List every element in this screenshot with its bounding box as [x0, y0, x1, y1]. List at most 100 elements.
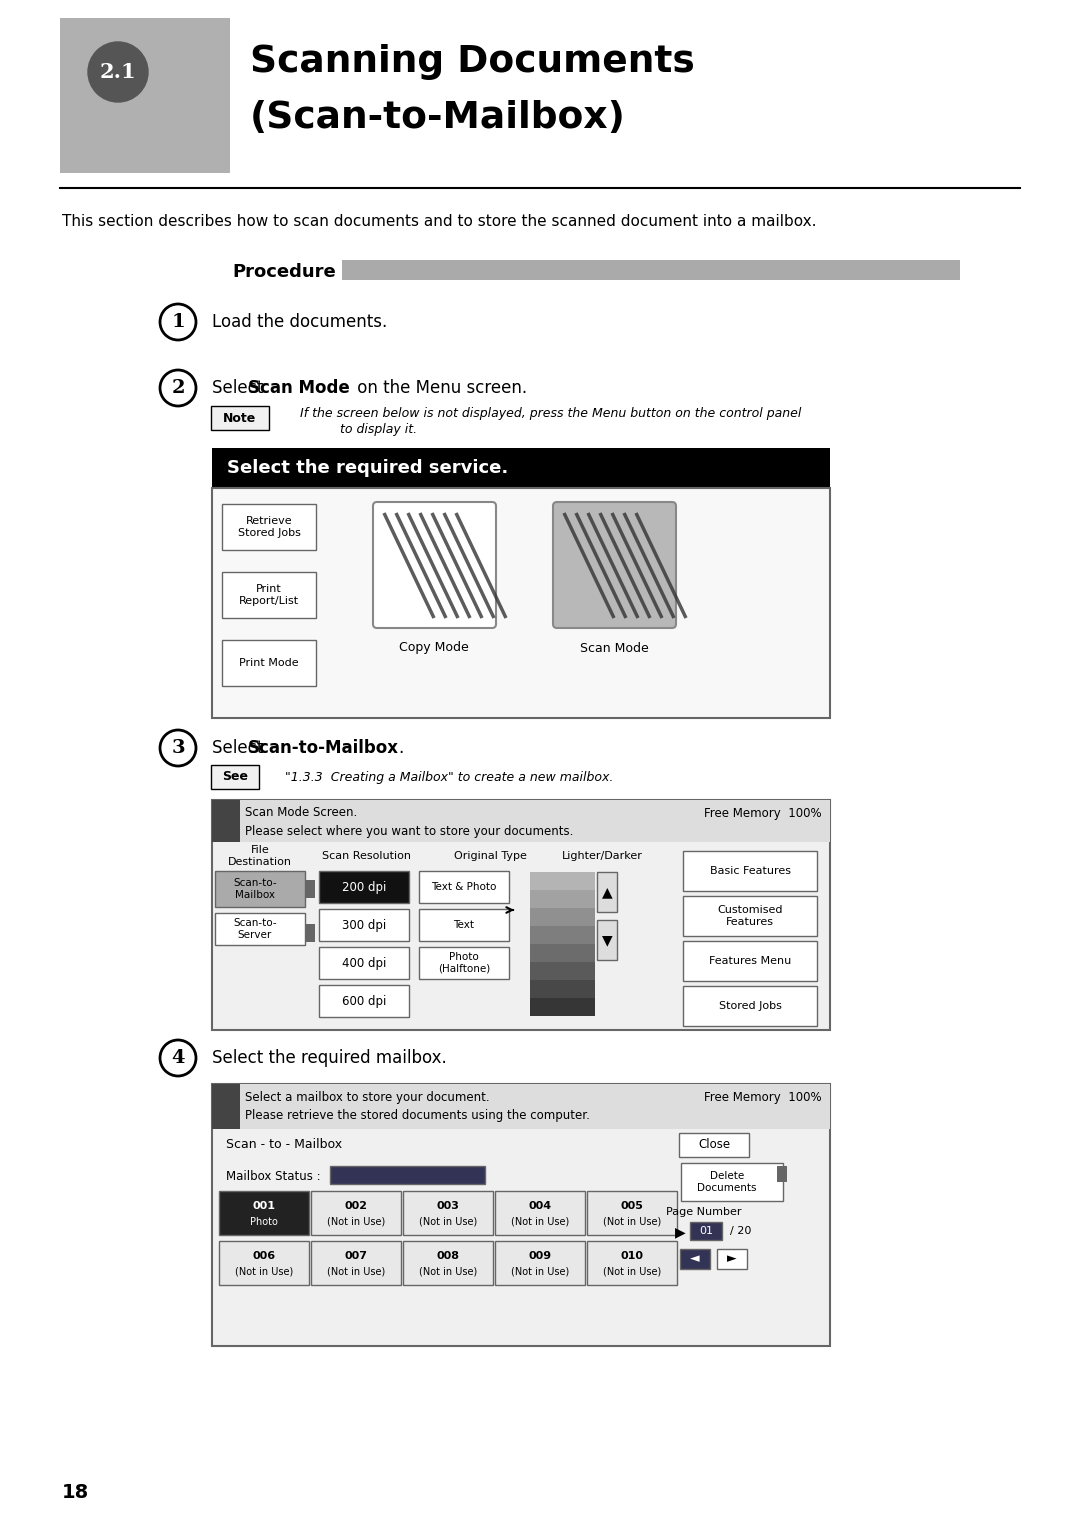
Text: "1.3.3  Creating a Mailbox" to create a new mailbox.: "1.3.3 Creating a Mailbox" to create a n…	[285, 770, 613, 784]
Text: Please retrieve the stored documents using the computer.: Please retrieve the stored documents usi…	[245, 1109, 590, 1123]
FancyBboxPatch shape	[553, 503, 676, 628]
Text: 004: 004	[528, 1201, 552, 1212]
FancyBboxPatch shape	[311, 1190, 401, 1235]
FancyBboxPatch shape	[683, 851, 816, 891]
Text: ▲: ▲	[602, 885, 612, 898]
Text: Scanning Documents: Scanning Documents	[249, 44, 694, 79]
Text: 400 dpi: 400 dpi	[341, 957, 387, 969]
Text: 005: 005	[621, 1201, 644, 1212]
FancyBboxPatch shape	[588, 1241, 677, 1285]
Text: Page Number: Page Number	[666, 1207, 742, 1216]
FancyBboxPatch shape	[219, 1190, 309, 1235]
Text: Note: Note	[224, 411, 257, 425]
Text: Photo
(Halftone): Photo (Halftone)	[437, 952, 490, 973]
Text: 300 dpi: 300 dpi	[342, 918, 387, 932]
Text: If the screen below is not displayed, press the Menu button on the control panel: If the screen below is not displayed, pr…	[300, 408, 801, 420]
Bar	[597, 872, 617, 912]
Text: Scan Mode: Scan Mode	[248, 379, 350, 397]
Text: Delete
Documents: Delete Documents	[698, 1170, 757, 1193]
FancyBboxPatch shape	[419, 871, 509, 903]
Text: Free Memory  100%: Free Memory 100%	[704, 807, 822, 819]
Text: Please select where you want to store your documents.: Please select where you want to store yo…	[245, 825, 573, 837]
Text: Select: Select	[212, 379, 269, 397]
Text: 009: 009	[528, 1251, 552, 1261]
Text: (Not in Use): (Not in Use)	[511, 1267, 569, 1277]
Text: to display it.: to display it.	[340, 423, 417, 437]
Text: Scan Resolution: Scan Resolution	[323, 851, 411, 860]
Text: 3: 3	[172, 740, 185, 756]
FancyBboxPatch shape	[222, 504, 316, 550]
FancyBboxPatch shape	[403, 1241, 492, 1285]
Text: Customised
Features: Customised Features	[717, 905, 783, 927]
Text: 001: 001	[253, 1201, 275, 1212]
FancyBboxPatch shape	[419, 947, 509, 979]
Text: ►: ►	[727, 1253, 737, 1265]
Bar	[680, 1248, 710, 1268]
Text: (Not in Use): (Not in Use)	[419, 1267, 477, 1277]
FancyBboxPatch shape	[679, 1132, 750, 1157]
Text: on the Menu screen.: on the Menu screen.	[352, 379, 527, 397]
Text: 200 dpi: 200 dpi	[341, 880, 387, 894]
Text: ◄: ◄	[690, 1253, 700, 1265]
Text: Scan - to - Mailbox: Scan - to - Mailbox	[226, 1137, 342, 1151]
Bar	[60, 18, 230, 173]
Bar	[342, 260, 960, 280]
Text: Retrieve
Stored Jobs: Retrieve Stored Jobs	[238, 516, 300, 538]
FancyBboxPatch shape	[588, 1190, 677, 1235]
Text: Photo: Photo	[251, 1216, 278, 1227]
Text: (Not in Use): (Not in Use)	[511, 1216, 569, 1227]
Bar	[212, 1083, 831, 1129]
Bar	[717, 1248, 747, 1268]
Text: 2: 2	[172, 379, 185, 397]
Bar	[530, 979, 595, 998]
Bar	[530, 998, 595, 1016]
FancyBboxPatch shape	[683, 941, 816, 981]
FancyBboxPatch shape	[211, 406, 269, 429]
Text: Close: Close	[698, 1138, 730, 1152]
Bar	[212, 801, 240, 842]
FancyBboxPatch shape	[319, 909, 409, 941]
Bar	[690, 1222, 723, 1241]
FancyBboxPatch shape	[319, 986, 409, 1018]
Bar	[530, 889, 595, 908]
Text: Text: Text	[454, 920, 474, 931]
Text: Copy Mode: Copy Mode	[400, 642, 469, 654]
FancyBboxPatch shape	[215, 871, 305, 908]
Bar	[597, 920, 617, 960]
Text: Select: Select	[212, 740, 269, 756]
Bar	[530, 944, 595, 963]
Text: .: .	[399, 740, 403, 756]
Text: Select a mailbox to store your document.: Select a mailbox to store your document.	[245, 1091, 489, 1105]
Text: File
Destination: File Destination	[228, 845, 292, 866]
Text: Load the documents.: Load the documents.	[212, 313, 388, 332]
Text: 18: 18	[62, 1482, 90, 1502]
FancyBboxPatch shape	[319, 947, 409, 979]
Text: Scan-to-Mailbox: Scan-to-Mailbox	[248, 740, 399, 756]
Text: Stored Jobs: Stored Jobs	[718, 1001, 782, 1012]
FancyBboxPatch shape	[215, 914, 305, 944]
Text: Free Memory  100%: Free Memory 100%	[704, 1091, 822, 1105]
Text: 002: 002	[345, 1201, 367, 1212]
FancyBboxPatch shape	[495, 1241, 585, 1285]
Circle shape	[87, 41, 148, 102]
Bar	[305, 880, 315, 898]
Text: (Not in Use): (Not in Use)	[603, 1267, 661, 1277]
Bar	[530, 926, 595, 944]
Text: 01: 01	[699, 1225, 713, 1236]
Bar	[305, 924, 315, 941]
Text: Original Type: Original Type	[454, 851, 526, 860]
Text: Mailbox Status :: Mailbox Status :	[226, 1169, 321, 1183]
Text: Text & Photo: Text & Photo	[431, 882, 497, 892]
Text: Features Menu: Features Menu	[708, 957, 792, 966]
Bar	[212, 448, 831, 487]
Bar	[330, 1166, 485, 1184]
FancyBboxPatch shape	[373, 503, 496, 628]
Bar	[530, 908, 595, 926]
Text: (Not in Use): (Not in Use)	[327, 1216, 386, 1227]
Text: 2.1: 2.1	[99, 63, 136, 83]
Text: ▶: ▶	[675, 1225, 686, 1239]
Bar	[530, 872, 595, 889]
FancyBboxPatch shape	[211, 766, 259, 788]
Text: (Scan-to-Mailbox): (Scan-to-Mailbox)	[249, 99, 626, 136]
Text: Basic Features: Basic Features	[710, 866, 791, 876]
